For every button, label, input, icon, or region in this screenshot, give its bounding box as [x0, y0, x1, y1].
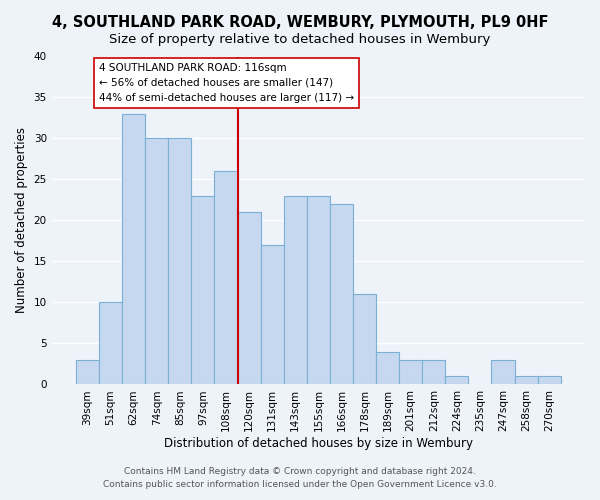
- Bar: [307, 196, 330, 384]
- Text: Size of property relative to detached houses in Wembury: Size of property relative to detached ho…: [109, 32, 491, 46]
- Bar: [330, 204, 353, 384]
- Y-axis label: Number of detached properties: Number of detached properties: [15, 128, 28, 314]
- Bar: [260, 245, 284, 384]
- Bar: [238, 212, 260, 384]
- Bar: [168, 138, 191, 384]
- Bar: [399, 360, 422, 384]
- Bar: [422, 360, 445, 384]
- Bar: [491, 360, 515, 384]
- Bar: [214, 172, 238, 384]
- Bar: [284, 196, 307, 384]
- Text: 4, SOUTHLAND PARK ROAD, WEMBURY, PLYMOUTH, PL9 0HF: 4, SOUTHLAND PARK ROAD, WEMBURY, PLYMOUT…: [52, 15, 548, 30]
- Bar: [376, 352, 399, 384]
- Bar: [445, 376, 469, 384]
- Bar: [191, 196, 214, 384]
- Bar: [122, 114, 145, 384]
- Bar: [515, 376, 538, 384]
- X-axis label: Distribution of detached houses by size in Wembury: Distribution of detached houses by size …: [164, 437, 473, 450]
- Text: Contains HM Land Registry data © Crown copyright and database right 2024.
Contai: Contains HM Land Registry data © Crown c…: [103, 467, 497, 489]
- Bar: [145, 138, 168, 384]
- Bar: [76, 360, 99, 384]
- Bar: [538, 376, 561, 384]
- Bar: [353, 294, 376, 384]
- Bar: [99, 302, 122, 384]
- Text: 4 SOUTHLAND PARK ROAD: 116sqm
← 56% of detached houses are smaller (147)
44% of : 4 SOUTHLAND PARK ROAD: 116sqm ← 56% of d…: [99, 63, 354, 102]
